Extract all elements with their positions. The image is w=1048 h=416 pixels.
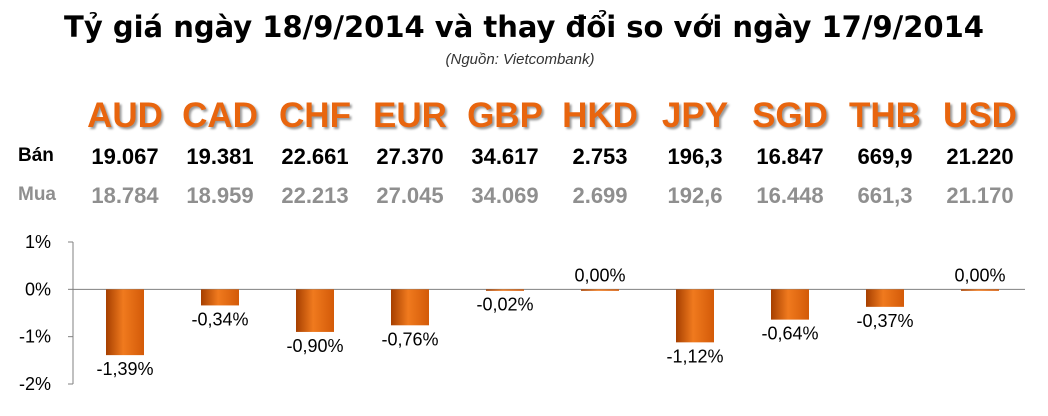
buy-value: 192,6 bbox=[667, 183, 723, 208]
buy-value: 21.170 bbox=[946, 183, 1014, 208]
bar bbox=[961, 289, 999, 291]
y-tick-label: -1% bbox=[19, 327, 51, 347]
source-note: (Nguồn: Vietcombank) bbox=[445, 51, 595, 68]
sell-label: Bán bbox=[18, 145, 54, 166]
data-label: -0,64% bbox=[761, 324, 818, 344]
bar bbox=[106, 289, 144, 356]
data-label: 0,00% bbox=[954, 265, 1005, 285]
bar bbox=[581, 289, 619, 291]
bar bbox=[201, 289, 239, 306]
bar bbox=[676, 289, 714, 343]
buy-value: 22.213 bbox=[281, 183, 349, 208]
sell-value: 27.370 bbox=[376, 144, 444, 169]
currency-header-row: AUD CAD CHF EUR GBP HKD JPY SGD THB USD bbox=[0, 96, 1048, 140]
currency-thb: THB bbox=[849, 96, 921, 135]
buy-value: 27.045 bbox=[376, 183, 444, 208]
sell-value: 2.753 bbox=[572, 144, 628, 169]
y-tick-label: -2% bbox=[19, 374, 51, 394]
buy-value: 661,3 bbox=[857, 183, 913, 208]
sell-value: 22.661 bbox=[281, 144, 349, 169]
buy-value: 18.959 bbox=[186, 183, 254, 208]
sell-value: 669,9 bbox=[857, 144, 913, 169]
currency-cad: CAD bbox=[182, 96, 258, 135]
data-label: 0,00% bbox=[574, 265, 625, 285]
data-label: -1,39% bbox=[96, 359, 153, 379]
sell-value: 19.067 bbox=[91, 144, 159, 169]
currency-jpy: JPY bbox=[661, 96, 729, 135]
currency-hkd: HKD bbox=[562, 96, 638, 135]
bar bbox=[866, 289, 904, 307]
currency-aud: AUD bbox=[87, 96, 163, 135]
buy-label: Mua bbox=[18, 184, 56, 205]
data-label: -0,76% bbox=[381, 329, 438, 349]
buy-value: 16.448 bbox=[756, 183, 824, 208]
currency-eur: EUR bbox=[373, 96, 447, 135]
bar bbox=[296, 289, 334, 332]
currency-usd: USD bbox=[943, 96, 1017, 135]
currency-gbp: GBP bbox=[467, 96, 543, 135]
data-label: -0,34% bbox=[191, 309, 248, 329]
sell-value: 21.220 bbox=[946, 144, 1014, 169]
buy-value: 2.699 bbox=[572, 183, 628, 208]
bar bbox=[771, 289, 809, 320]
sell-value: 34.617 bbox=[471, 144, 539, 169]
page-title: Tỷ giá ngày 18/9/2014 và thay đổi so với… bbox=[64, 10, 984, 44]
change-bar-chart: 1% 0% -1% -2% -1,39% -0,34% -0,90% -0,76% -0,02… bbox=[19, 232, 1025, 394]
sell-value: 19.381 bbox=[186, 144, 254, 169]
buy-value: 34.069 bbox=[471, 183, 539, 208]
y-tick-label: 0% bbox=[25, 279, 51, 299]
currency-sgd: SGD bbox=[752, 96, 828, 135]
buy-value: 18.784 bbox=[91, 183, 159, 208]
data-label: -1,12% bbox=[666, 346, 723, 366]
bar bbox=[486, 289, 524, 291]
sell-value: 16.847 bbox=[756, 144, 824, 169]
bar bbox=[391, 289, 429, 326]
data-label: -0,90% bbox=[286, 336, 343, 356]
data-label: -0,37% bbox=[856, 311, 913, 331]
y-tick-label: 1% bbox=[25, 232, 51, 252]
sell-value: 196,3 bbox=[667, 144, 723, 169]
data-label: -0,02% bbox=[476, 294, 533, 314]
currency-chf: CHF bbox=[279, 96, 351, 135]
